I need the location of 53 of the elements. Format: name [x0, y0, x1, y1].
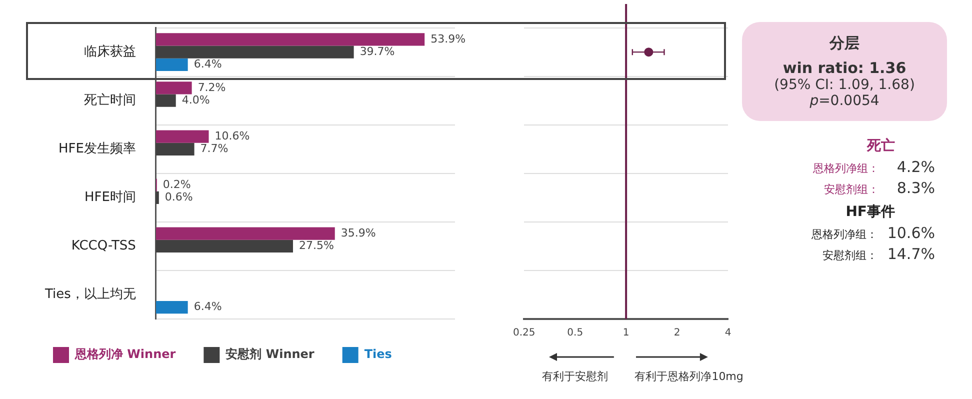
y-tick-label: KCCQ-TSS: [71, 238, 136, 254]
bar: [156, 58, 188, 71]
data-label: 10.6%: [214, 129, 250, 142]
text: win ratio: 1.36: [782, 59, 908, 77]
data-label: 6.4%: [194, 58, 222, 71]
bar: [156, 94, 176, 107]
y-tick-label: 死亡时间: [84, 92, 136, 108]
legend-label: 安慰剂 Winner: [226, 347, 314, 362]
bar: [156, 82, 192, 94]
data-label: 7.7%: [200, 142, 228, 155]
legend-label: Ties: [364, 347, 392, 362]
text: 恩格列净组：: [813, 161, 879, 176]
bar: [156, 130, 209, 143]
x-tick-label: 1: [622, 328, 630, 339]
data-label: 0.2%: [162, 178, 191, 191]
text: p=0.0054: [808, 93, 880, 109]
text: 有利于恩格列净10mg: [634, 370, 744, 383]
x-tick-label: 0.5: [567, 328, 584, 339]
y-tick-label: 临床获益: [84, 44, 136, 60]
x-tick-label: 4: [724, 328, 732, 339]
legend-label: 恩格列净 Winner: [74, 347, 176, 362]
bar: [156, 46, 354, 58]
bar: [156, 227, 335, 240]
text: (95% CI: 1.09, 1.68): [773, 77, 916, 93]
data-label: 6.4%: [194, 300, 222, 314]
data-label: 27.5%: [299, 239, 334, 252]
x-tick-label: 2: [674, 328, 680, 339]
data-label: 4.0%: [182, 93, 210, 106]
bar: [156, 142, 194, 156]
y-tick-label: Ties，以上均无: [44, 287, 136, 302]
bar: [156, 33, 425, 46]
data-label: 35.9%: [340, 226, 376, 240]
text: 10.6%: [887, 224, 935, 242]
y-tick-label: HFE发生频率: [58, 140, 136, 157]
text: 安慰剂组：: [822, 248, 878, 263]
text: HF事件: [844, 203, 896, 221]
bar: [156, 301, 188, 314]
text: 8.3%: [896, 179, 935, 197]
data-label: 0.6%: [164, 190, 193, 204]
y-tick-label: HFE时间: [84, 190, 136, 206]
data-label: 39.7%: [360, 44, 395, 58]
text: 4.2%: [896, 158, 935, 176]
text: 有利于安慰剂: [542, 370, 608, 383]
text: 安慰剂组：: [824, 182, 879, 197]
x-tick-label: 0.25: [513, 328, 536, 339]
bar: [156, 240, 293, 253]
data-label: 7.2%: [198, 80, 226, 94]
bar: [156, 191, 159, 204]
text: 分层: [828, 34, 860, 53]
data-label: 53.9%: [430, 32, 466, 46]
text: 死亡: [866, 137, 896, 155]
text: 14.7%: [887, 245, 935, 263]
text: 恩格列净组：: [811, 227, 878, 242]
